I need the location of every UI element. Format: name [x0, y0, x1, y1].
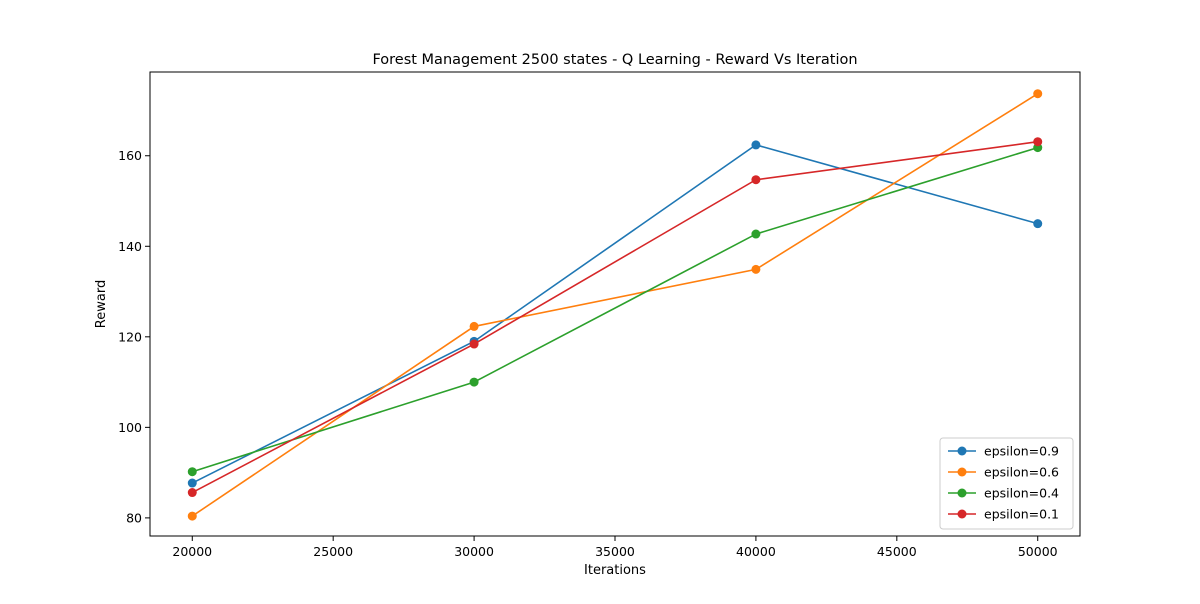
plot-area: [150, 72, 1080, 536]
x-tick-label: 30000: [454, 544, 494, 559]
data-point: [469, 377, 479, 387]
data-point: [187, 467, 197, 477]
legend-marker: [957, 446, 967, 456]
data-point: [751, 140, 761, 150]
legend-label: epsilon=0.1: [984, 507, 1059, 522]
y-tick-label: 160: [118, 148, 142, 163]
legend-marker: [957, 467, 967, 477]
data-point: [1033, 137, 1043, 147]
series-epsilon=0.4: [187, 143, 1043, 477]
data-point: [1033, 89, 1043, 99]
legend-item: epsilon=0.4: [948, 486, 1059, 501]
legend-label: epsilon=0.9: [984, 444, 1059, 459]
legend-item: epsilon=0.6: [948, 465, 1059, 480]
series-epsilon=0.1: [187, 137, 1043, 498]
data-point: [751, 229, 761, 239]
legend-box: [939, 437, 1074, 530]
series-line: [191, 140, 1038, 494]
data-point: [751, 264, 761, 274]
y-tick-label: 80: [126, 510, 142, 525]
y-tick-label: 100: [118, 420, 142, 435]
plot-frame: [149, 71, 1081, 537]
series-layer: [187, 89, 1043, 521]
legend-label: epsilon=0.4: [984, 486, 1059, 501]
legend-item: epsilon=0.9: [948, 444, 1059, 459]
y-tick-label: 120: [118, 329, 142, 344]
series-line: [191, 144, 1038, 484]
y-axis-ticks: 80 100 120 140 160: [118, 148, 150, 525]
legend: epsilon=0.9 epsilon=0.6 epsilon=0.4 epsilon…: [939, 437, 1074, 530]
x-axis-label: Iterations: [584, 563, 646, 578]
legend-marker: [957, 509, 967, 519]
x-axis-ticks: 20000 25000 30000 35000 40000 45000 50000: [172, 536, 1058, 559]
data-point: [469, 321, 479, 331]
data-point: [187, 488, 197, 498]
x-tick-label: 20000: [172, 544, 212, 559]
x-tick-label: 35000: [595, 544, 635, 559]
data-point: [187, 478, 197, 488]
x-tick-label: 40000: [736, 544, 776, 559]
x-tick-label: 50000: [1018, 544, 1058, 559]
x-tick-label: 45000: [877, 544, 917, 559]
data-point: [187, 511, 197, 521]
data-point: [751, 175, 761, 185]
series-epsilon=0.6: [187, 89, 1043, 521]
series-line: [192, 146, 1038, 473]
y-axis-label: Reward: [94, 280, 109, 328]
series-epsilon=0.9: [187, 140, 1043, 488]
legend-label: epsilon=0.6: [984, 465, 1059, 480]
legend-marker: [957, 488, 967, 498]
x-tick-label: 25000: [313, 544, 353, 559]
chart-title: Forest Management 2500 states - Q Learni…: [372, 52, 857, 68]
y-tick-label: 140: [118, 239, 142, 254]
data-point: [469, 339, 479, 349]
legend-item: epsilon=0.1: [948, 507, 1059, 522]
data-point: [1033, 219, 1043, 229]
series-line: [191, 93, 1039, 517]
